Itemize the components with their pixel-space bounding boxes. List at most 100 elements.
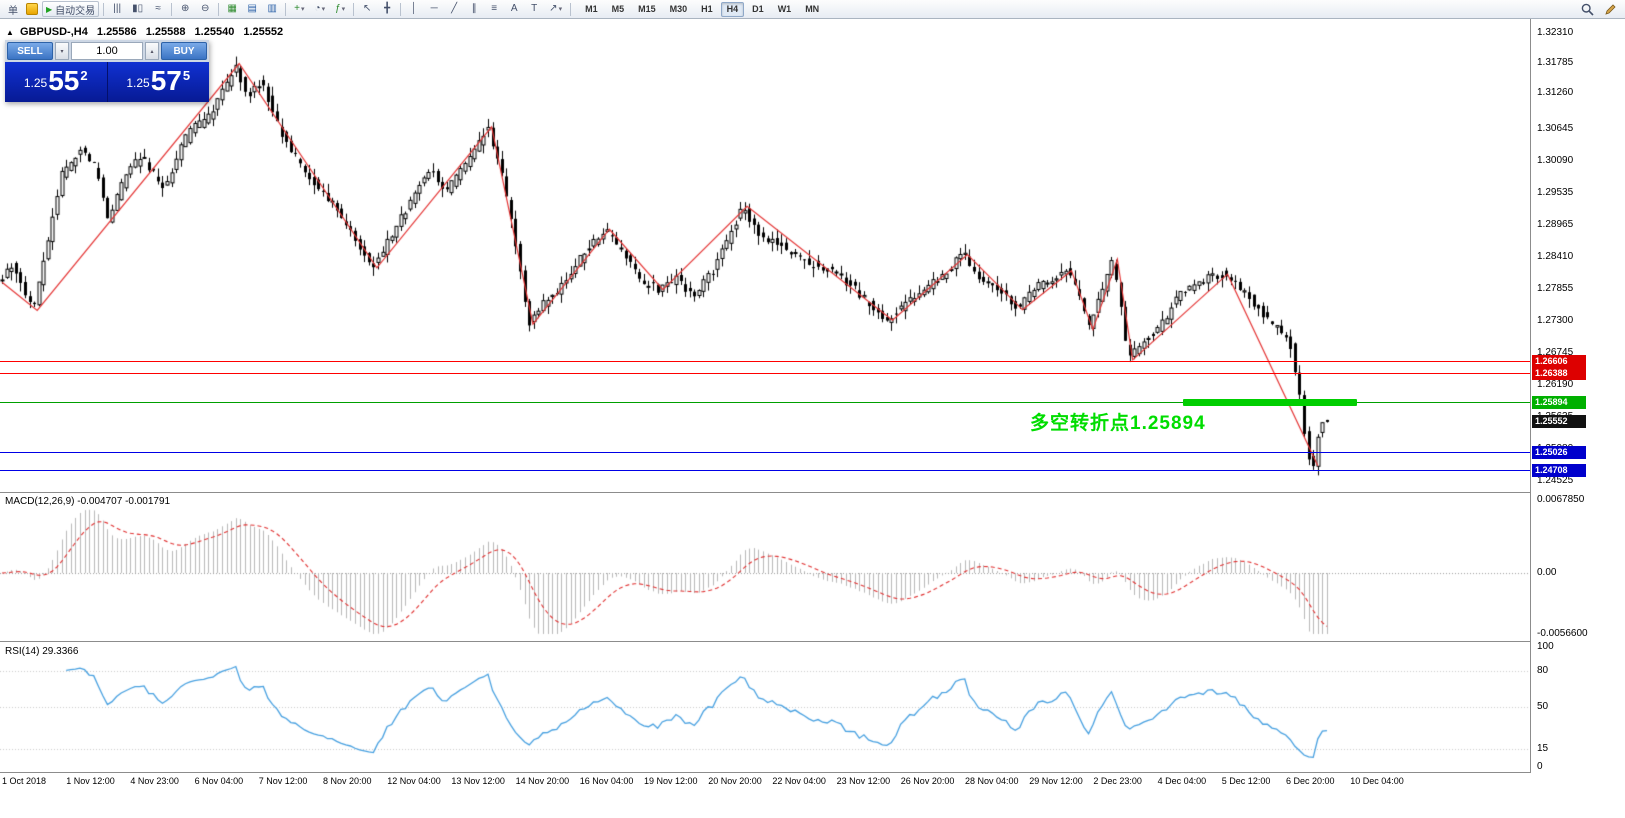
- time-axis-label: 8 Nov 20:00: [323, 776, 372, 786]
- new-chart-icon[interactable]: ▦: [227, 3, 237, 14]
- timeframe-m30-button[interactable]: M30: [669, 4, 688, 14]
- price-tag-1.25026: 1.25026: [1532, 445, 1586, 459]
- timeframe-w1-button[interactable]: W1: [777, 4, 792, 14]
- time-axis-label: 6 Nov 04:00: [194, 776, 244, 786]
- search-icon[interactable]: [1577, 1, 1598, 17]
- time-axis-label: 12 Nov 04:00: [387, 776, 441, 786]
- price-tick: 1.24525: [1537, 475, 1574, 486]
- rsi-scale-tick: 0: [1537, 761, 1543, 772]
- horizontal-level-line-1.25894[interactable]: [0, 401, 1530, 403]
- symbol-label: GBPUSD-,H4: [19, 26, 88, 38]
- time-axis-label: 19 Nov 12:00: [644, 776, 698, 786]
- autotrading-button[interactable]: ▶ 自动交易: [42, 1, 100, 17]
- line-chart-icon[interactable]: ≈: [155, 3, 161, 14]
- horizontal-level-line-1.26606[interactable]: [0, 360, 1530, 362]
- horizontal-level-line-1.25026[interactable]: [0, 451, 1530, 453]
- crosshair-icon[interactable]: ╋: [384, 3, 391, 14]
- vertical-line-icon[interactable]: │: [411, 3, 418, 14]
- ohlc-close: 1.25552: [243, 26, 284, 38]
- zoom-in-icon[interactable]: ⊕: [180, 3, 190, 14]
- edit-pencil-icon[interactable]: [1600, 1, 1621, 17]
- toolbar-separator: [218, 2, 220, 16]
- price-tick: 1.29535: [1537, 186, 1574, 198]
- volume-input[interactable]: 1.00: [71, 42, 143, 60]
- timeframe-h4-button[interactable]: H4: [720, 1, 745, 17]
- text-icon[interactable]: A: [510, 3, 518, 14]
- buy-price-prefix: 1.25: [126, 76, 150, 90]
- price-tick: 1.31785: [1537, 57, 1574, 69]
- periods-icon[interactable]: ◔ ▾: [314, 3, 326, 14]
- timeframe-m1-button[interactable]: M1: [585, 4, 598, 14]
- volume-increase-button[interactable]: ▴: [145, 42, 159, 60]
- arrows-icon[interactable]: ↗ ▾: [549, 3, 563, 14]
- fibonacci-icon[interactable]: ≡: [491, 3, 498, 14]
- price-tag-1.26606: 1.26606: [1532, 354, 1586, 368]
- toolbar-icon-strip: ||| ▮▯ ≈ ⊕ ⊖ ▦ ▤ ▥ + ▾ ◔ ▾ ƒ ▾ ↖ ╋ │ ─ ╱ ∥ ≡ A T ↗ ▾: [100, 1, 574, 17]
- timeframe-m15-button[interactable]: M15: [638, 4, 656, 14]
- main-chart-panel: ▲ GBPUSD-,H4 1.25586 1.25588 1.25540 1.2…: [0, 19, 1530, 492]
- macd-label: MACD(12,26,9) -0.004707 -0.001791: [5, 496, 171, 507]
- rsi-indicator-canvas[interactable]: [0, 642, 1530, 772]
- indicators-icon[interactable]: ƒ ▾: [335, 3, 346, 14]
- buy-button[interactable]: BUY: [161, 42, 207, 60]
- chart-overlay: [0, 19, 1530, 492]
- trendline-icon[interactable]: ╱: [451, 3, 458, 14]
- panel-separator[interactable]: [0, 492, 1625, 493]
- price-tick: 1.26745: [1537, 347, 1574, 359]
- main-chart-canvas[interactable]: [0, 19, 1530, 492]
- macd-scale-tick: 0.0067850: [1537, 494, 1585, 505]
- bar-chart-icon[interactable]: |||: [113, 3, 122, 14]
- tile-windows-icon[interactable]: ▥: [267, 3, 277, 14]
- buy-price-display[interactable]: 1.25 57 5: [107, 62, 209, 102]
- horizontal-level-line-1.26388[interactable]: [0, 373, 1530, 375]
- timeframe-m5-button[interactable]: M5: [611, 4, 625, 14]
- timeframe-mn-button[interactable]: MN: [805, 4, 820, 14]
- price-axis[interactable]: 1.32310 1.31785 1.31260 1.30645 1.30090 1.295…: [1530, 19, 1625, 773]
- add-chart-icon[interactable]: + ▾: [294, 3, 305, 14]
- timeframe-h1-button[interactable]: H1: [701, 4, 713, 14]
- time-axis-label: 4 Dec 04:00: [1157, 776, 1207, 786]
- toolbar-separator: [285, 2, 287, 16]
- price-tick: 1.27855: [1537, 283, 1574, 295]
- horizontal-level-line-1.24708[interactable]: [0, 469, 1530, 471]
- ohlc-low: 1.25540: [194, 26, 235, 38]
- time-axis-label: 22 Nov 04:00: [772, 776, 826, 786]
- price-tick: 1.27300: [1537, 315, 1574, 327]
- time-axis-label: 6 Dec 20:00: [1286, 776, 1335, 786]
- symbol-ohlc-header: ▲ GBPUSD-,H4 1.25586 1.25588 1.25540 1.2…: [6, 26, 289, 38]
- autotrade-play-icon: ▶: [46, 4, 53, 14]
- toolbar-separator: [570, 2, 572, 16]
- sell-price-prefix: 1.25: [23, 76, 48, 90]
- timeframe-d1-button[interactable]: D1: [752, 4, 764, 14]
- cursor-icon[interactable]: ↖: [362, 3, 372, 14]
- panel-separator[interactable]: [0, 641, 1625, 642]
- one-click-collapse-icon[interactable]: ▲: [6, 28, 14, 37]
- zoom-out-icon[interactable]: ⊖: [200, 3, 210, 14]
- price-tick: 1.28965: [1537, 219, 1574, 231]
- app-logo-icon: [26, 3, 38, 15]
- label-icon[interactable]: T: [531, 3, 538, 14]
- time-axis[interactable]: 1 Oct 2018 1 Nov 12:00 4 Nov 23:00 6 Nov 04…: [0, 773, 1530, 795]
- candlestick-chart-icon[interactable]: ▮▯: [132, 3, 144, 14]
- channel-icon[interactable]: ∥: [471, 3, 477, 14]
- rsi-scale-tick: 15: [1537, 743, 1549, 754]
- sell-button[interactable]: SELL: [7, 42, 53, 60]
- time-axis-label: 4 Nov 23:00: [130, 776, 179, 786]
- time-axis-label: 7 Nov 12:00: [258, 776, 308, 786]
- sell-price-sup: 2: [80, 68, 88, 83]
- new-order-button[interactable]: 单: [8, 5, 18, 17]
- time-axis-label: 13 Nov 12:00: [451, 776, 505, 786]
- sell-price-display[interactable]: 1.25 55 2: [5, 62, 108, 102]
- volume-decrease-button[interactable]: ▾: [55, 42, 69, 60]
- macd-indicator-canvas[interactable]: [0, 493, 1530, 641]
- time-axis-label: 1 Nov 12:00: [66, 776, 115, 786]
- chart-profiles-icon[interactable]: ▤: [247, 3, 257, 14]
- toolbar-separator: [171, 2, 173, 16]
- ohlc-open: 1.25586: [96, 26, 137, 38]
- pivot-highlight-segment[interactable]: [1182, 398, 1358, 406]
- ohlc-high: 1.25588: [145, 26, 186, 38]
- horizontal-line-icon[interactable]: ─: [430, 3, 438, 14]
- pivot-annotation-text[interactable]: 多空转折点1.25894: [1030, 413, 1206, 434]
- price-tick: 1.30645: [1537, 122, 1574, 134]
